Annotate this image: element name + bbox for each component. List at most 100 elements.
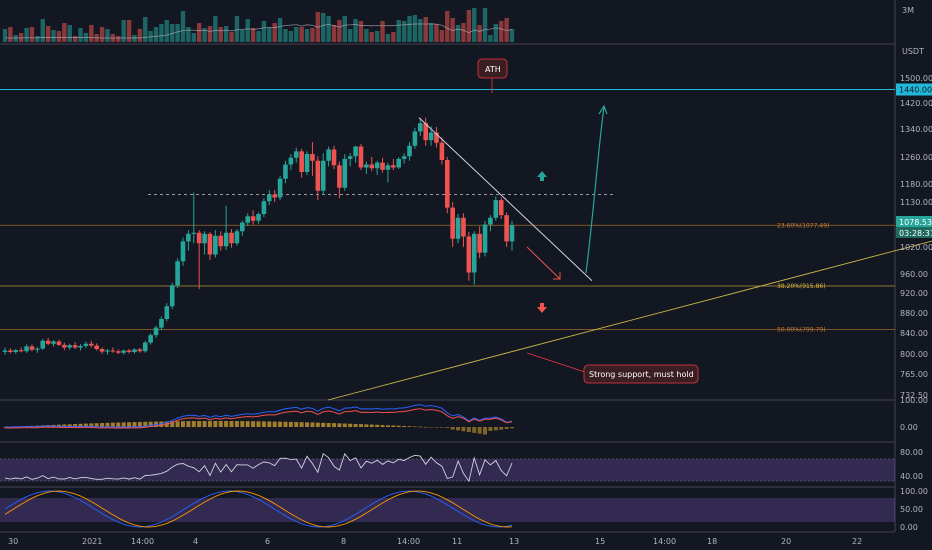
macd-histogram-bar (477, 427, 482, 434)
volume-bar (353, 19, 358, 42)
candle-body (283, 164, 288, 179)
candle-body (8, 350, 13, 352)
indicator-tick-label: 100.00 (900, 487, 928, 496)
candle-body (461, 217, 466, 237)
macd-line (4, 404, 513, 428)
candle-body (88, 343, 94, 346)
macd-histogram-bar (121, 422, 126, 427)
macd-histogram-bar (175, 421, 180, 427)
candle-body (342, 158, 348, 188)
macd-histogram-bar (89, 423, 94, 427)
stoch-d-line (4, 490, 513, 528)
candle-body (401, 156, 407, 159)
volume-pane (2, 8, 515, 42)
ath-callout-box (477, 58, 508, 79)
candle-body (94, 345, 99, 349)
macd-histogram-bar (127, 422, 132, 427)
macd-histogram-bar (358, 424, 363, 427)
macd-histogram-bar (369, 424, 374, 427)
macd-histogram-bar (256, 421, 261, 427)
candle-body (374, 162, 380, 169)
bullish-arrow-icon (537, 171, 547, 181)
volume-bar (51, 30, 56, 42)
macd-histogram-bar (332, 423, 337, 427)
volume-bar (45, 26, 51, 42)
volume-bar (385, 34, 391, 42)
macd-histogram-bar (305, 422, 310, 427)
macd-histogram-bar (288, 421, 293, 427)
candle-body (444, 160, 450, 208)
volume-bar (180, 11, 186, 42)
volume-bar (132, 35, 137, 42)
macd-histogram-bar (207, 421, 212, 427)
candle-body (234, 231, 240, 244)
macd-histogram-bar (353, 423, 358, 427)
macd-signal-line (4, 408, 513, 429)
candle-body (148, 335, 153, 343)
candle-body (72, 345, 78, 348)
candle-body (396, 158, 402, 168)
candle-body (455, 217, 461, 239)
macd-histogram-bar (493, 427, 498, 431)
trend-line-descending (418, 117, 593, 282)
candle-body (83, 343, 89, 346)
volume-bar (455, 25, 461, 42)
volume-bar (105, 29, 110, 42)
macd-histogram-bar (240, 421, 245, 427)
macd-histogram-bar (62, 424, 67, 427)
macd-histogram-bar (375, 424, 380, 427)
current-price-tag (896, 216, 932, 227)
volume-bar (434, 24, 439, 42)
volume-bar (62, 23, 67, 42)
candle-body (213, 235, 218, 255)
price-tick-label: 920.00 (900, 289, 928, 298)
candle-body (240, 222, 245, 232)
candle-body (126, 350, 132, 352)
volume-bar (218, 27, 223, 42)
macd-histogram-bar (429, 427, 434, 428)
time-tick-label: 2021 (82, 537, 102, 546)
candle-body (504, 215, 509, 242)
macd-histogram-bar (418, 426, 423, 428)
candle-body (196, 232, 202, 244)
candle-body (304, 154, 310, 172)
indicator-tick-label: 0.00 (900, 423, 918, 432)
time-tick-label: 14:00 (653, 537, 676, 546)
volume-bar (126, 20, 132, 42)
macd-histogram-bar (283, 421, 288, 427)
volume-bar (391, 32, 396, 42)
macd-histogram-bar (278, 421, 283, 427)
bearish-arrow-icon (537, 303, 547, 313)
drawings[interactable]: ATH Strong support, must hold (327, 58, 932, 401)
time-tick-label: 22 (852, 537, 862, 546)
axes: 3MUSDT1500.001420.001340.001260.001180.0… (8, 6, 932, 546)
volume-bar (24, 28, 29, 42)
volume-bar (2, 29, 8, 42)
macd-histogram-bar (213, 421, 218, 427)
candle-body (266, 194, 272, 202)
candle-body (18, 350, 24, 352)
macd-histogram-bar (186, 421, 191, 427)
macd-histogram-bar (472, 427, 477, 433)
volume-bar (358, 21, 364, 42)
candle-body (245, 216, 251, 223)
stoch-band (0, 498, 895, 522)
candle-body (347, 156, 353, 159)
volume-bar (164, 20, 170, 42)
volume-bar (369, 32, 374, 42)
volume-bar (482, 8, 488, 42)
macd-histogram-bar (445, 427, 450, 428)
volume-bar (277, 18, 283, 42)
candle-body (250, 216, 256, 221)
time-tick-label: 13 (509, 537, 519, 546)
volume-bar (191, 33, 196, 42)
volume-bar (472, 8, 477, 42)
indicator-tick-label: 40.00 (900, 472, 923, 481)
macd-histogram-bar (272, 421, 277, 427)
macd-histogram-bar (170, 421, 175, 427)
candle-body (45, 340, 51, 344)
projection-arrow-down (526, 246, 561, 280)
volume-bar (294, 27, 299, 42)
volume-bar (310, 28, 315, 42)
